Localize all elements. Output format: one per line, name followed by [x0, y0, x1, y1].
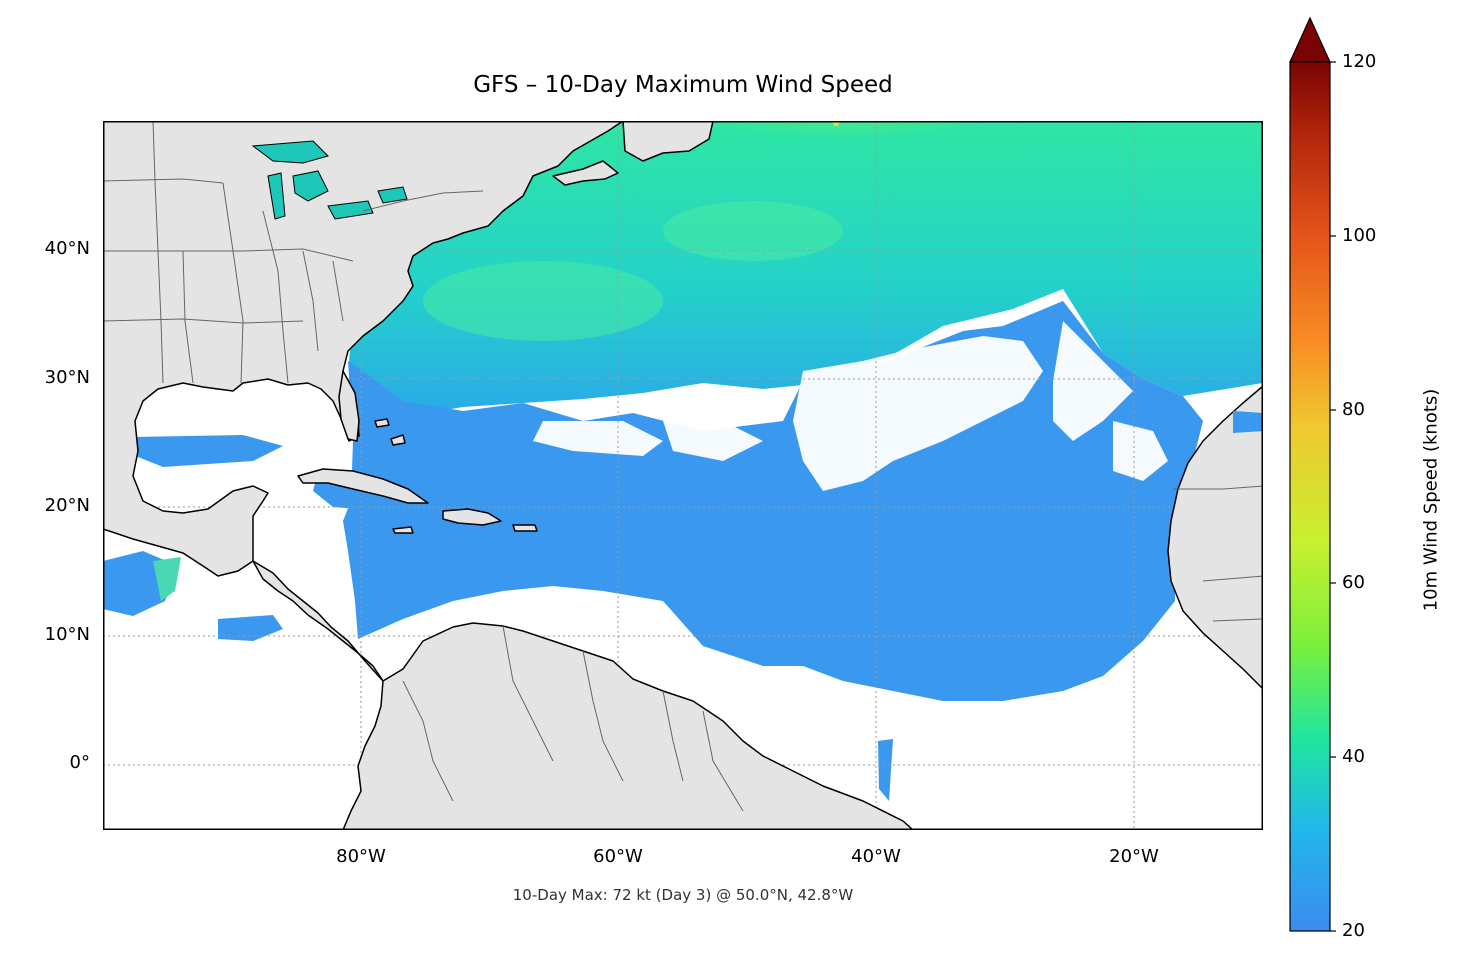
max-wind-location — [833, 122, 839, 126]
colorbar-tick-label: 100 — [1342, 225, 1377, 246]
lon-tick-label: 40°W — [851, 846, 901, 867]
lat-tick-label: 20°N — [44, 495, 90, 516]
lon-tick-label: 80°W — [336, 846, 386, 867]
land-south-america — [342, 622, 914, 829]
lon-tick-label: 20°W — [1109, 846, 1159, 867]
lat-tick-label: 10°N — [44, 624, 90, 645]
lat-tick-label: 30°N — [44, 367, 90, 388]
colorbar-extend-arrow — [1289, 16, 1331, 63]
chart-title: GFS – 10-Day Maximum Wind Speed — [473, 72, 893, 98]
colorbar-title-text: 10m Wind Speed (knots) — [1420, 388, 1442, 612]
colorbar-tick-label: 80 — [1342, 399, 1365, 420]
land-central-america — [252, 560, 384, 682]
land-florida — [338, 370, 360, 442]
colorbar-gradient — [1289, 61, 1331, 932]
land-north-america — [104, 122, 623, 577]
colorbar-tick-label: 20 — [1342, 920, 1365, 941]
colorbar-tick-label: 40 — [1342, 746, 1365, 767]
lat-tick-label: 40°N — [44, 238, 90, 259]
land-cuba — [297, 468, 429, 504]
colorbar-tick-label: 120 — [1342, 51, 1377, 72]
land-hispaniola — [442, 508, 502, 526]
wind-field-north — [343, 122, 1262, 421]
lon-tick-label: 60°W — [593, 846, 643, 867]
land-africa — [1167, 385, 1262, 690]
wind-maximum-area — [623, 122, 1063, 211]
colorbar — [1289, 16, 1336, 932]
great-lakes — [251, 140, 329, 164]
lat-tick-label: 0° — [69, 752, 90, 773]
wind-map — [103, 121, 1263, 830]
max-wind-footnote: 10-Day Max: 72 kt (Day 3) @ 50.0°N, 42.8… — [512, 886, 854, 904]
colorbar-tick-label: 60 — [1342, 572, 1365, 593]
